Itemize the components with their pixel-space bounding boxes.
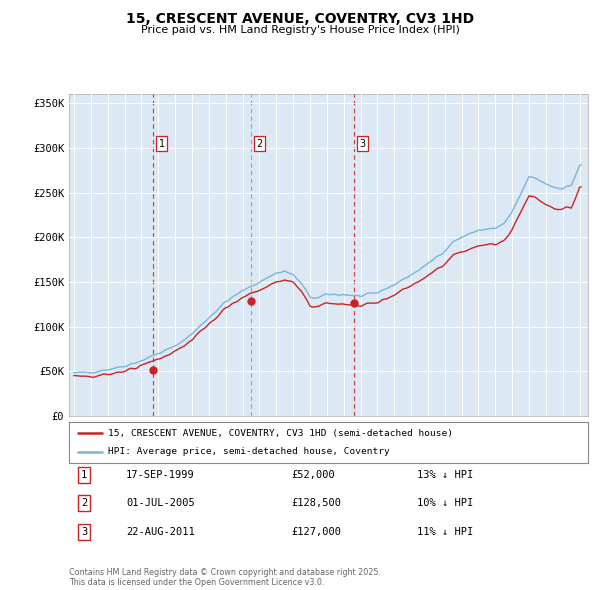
- Text: £52,000: £52,000: [291, 470, 335, 480]
- Text: Contains HM Land Registry data © Crown copyright and database right 2025.: Contains HM Land Registry data © Crown c…: [69, 568, 381, 577]
- Text: £127,000: £127,000: [291, 527, 341, 536]
- Text: 01-JUL-2005: 01-JUL-2005: [126, 499, 195, 508]
- Text: 1: 1: [81, 470, 87, 480]
- Text: 2: 2: [256, 139, 262, 149]
- Text: HPI: Average price, semi-detached house, Coventry: HPI: Average price, semi-detached house,…: [108, 447, 389, 457]
- Text: 17-SEP-1999: 17-SEP-1999: [126, 470, 195, 480]
- Text: £128,500: £128,500: [291, 499, 341, 508]
- Text: 15, CRESCENT AVENUE, COVENTRY, CV3 1HD: 15, CRESCENT AVENUE, COVENTRY, CV3 1HD: [126, 12, 474, 26]
- Text: Price paid vs. HM Land Registry's House Price Index (HPI): Price paid vs. HM Land Registry's House …: [140, 25, 460, 35]
- Text: 2: 2: [81, 499, 87, 508]
- Text: 10% ↓ HPI: 10% ↓ HPI: [417, 499, 473, 508]
- Text: 22-AUG-2011: 22-AUG-2011: [126, 527, 195, 536]
- Text: 15, CRESCENT AVENUE, COVENTRY, CV3 1HD (semi-detached house): 15, CRESCENT AVENUE, COVENTRY, CV3 1HD (…: [108, 428, 453, 438]
- Text: 3: 3: [359, 139, 365, 149]
- Text: 1: 1: [158, 139, 164, 149]
- Text: 13% ↓ HPI: 13% ↓ HPI: [417, 470, 473, 480]
- Text: 11% ↓ HPI: 11% ↓ HPI: [417, 527, 473, 536]
- Text: This data is licensed under the Open Government Licence v3.0.: This data is licensed under the Open Gov…: [69, 578, 325, 587]
- Text: 3: 3: [81, 527, 87, 536]
